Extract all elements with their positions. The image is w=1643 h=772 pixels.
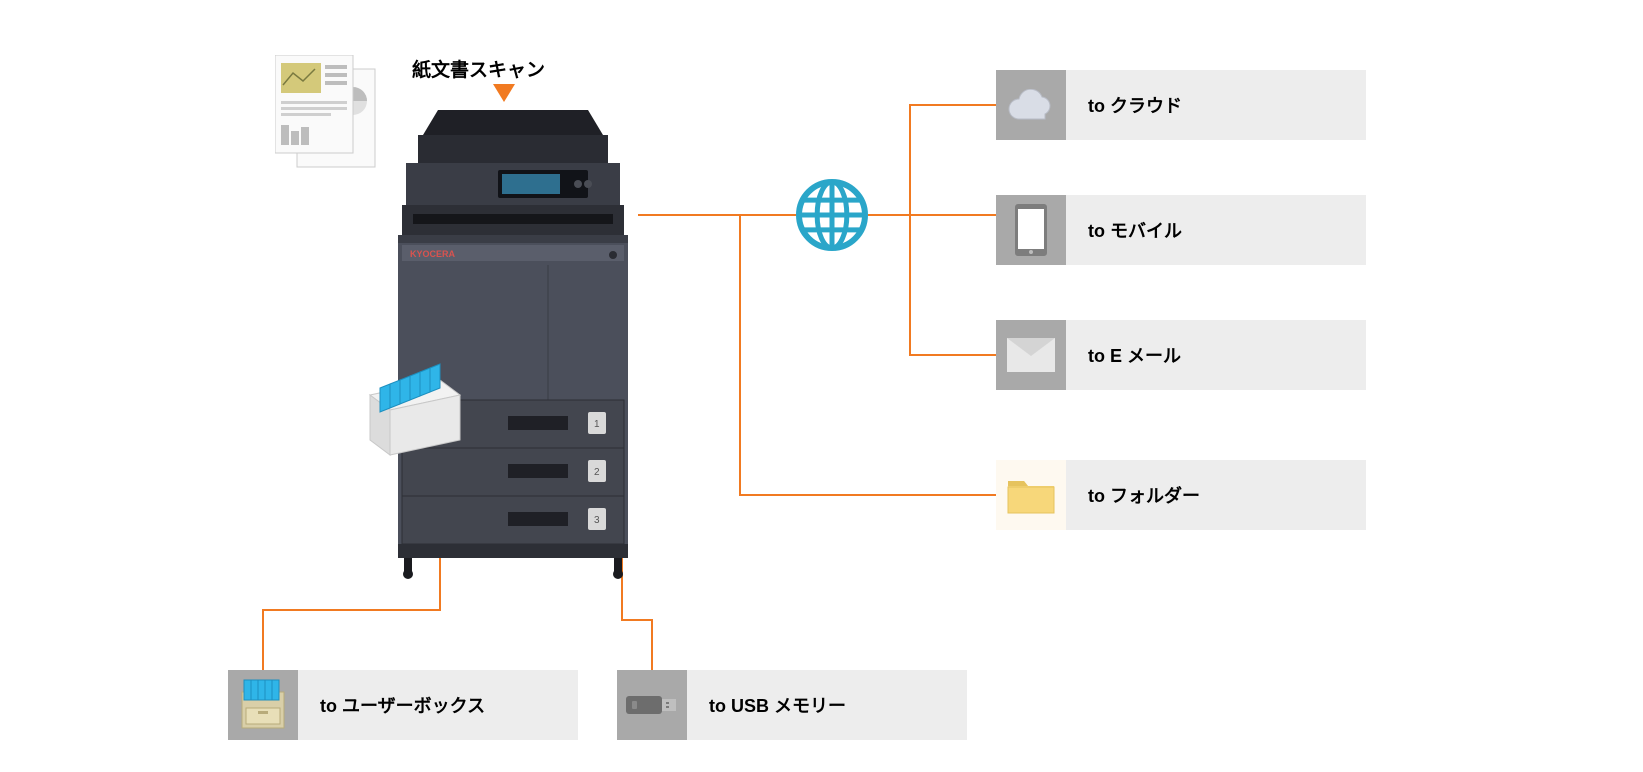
mfp-printer-icon: KYOCERA 1 2 3 [388, 100, 638, 580]
destination-usb: to USB メモリー [617, 670, 967, 740]
diagram-stage: 紙文書スキャン KYOCERA 1 2 3 to クラウド to モバイル to E メー… [0, 0, 1643, 772]
destination-label: to USB メモリー [687, 670, 967, 740]
destination-label: to ユーザーボックス [298, 670, 578, 740]
destination-label: to クラウド [1066, 70, 1366, 140]
paper-documents-icon [275, 55, 385, 175]
mobile-icon [996, 195, 1066, 265]
svg-text:KYOCERA: KYOCERA [410, 249, 456, 259]
usb-icon [617, 670, 687, 740]
svg-text:3: 3 [594, 515, 600, 526]
scan-title: 紙文書スキャン [412, 55, 545, 82]
file-drawer-icon [360, 360, 470, 465]
destination-label: to フォルダー [1066, 460, 1366, 530]
cloud-icon [996, 70, 1066, 140]
globe-icon [796, 179, 868, 251]
userbox-icon [228, 670, 298, 740]
destination-email: to E メール [996, 320, 1366, 390]
destination-cloud: to クラウド [996, 70, 1366, 140]
email-icon [996, 320, 1066, 390]
destination-mobile: to モバイル [996, 195, 1366, 265]
destination-folder: to フォルダー [996, 460, 1366, 530]
folder-icon [996, 460, 1066, 530]
svg-text:2: 2 [594, 467, 600, 478]
svg-text:1: 1 [594, 419, 600, 430]
destination-userbox: to ユーザーボックス [228, 670, 578, 740]
destination-label: to E メール [1066, 320, 1366, 390]
connector-lines [0, 0, 1643, 772]
destination-label: to モバイル [1066, 195, 1366, 265]
